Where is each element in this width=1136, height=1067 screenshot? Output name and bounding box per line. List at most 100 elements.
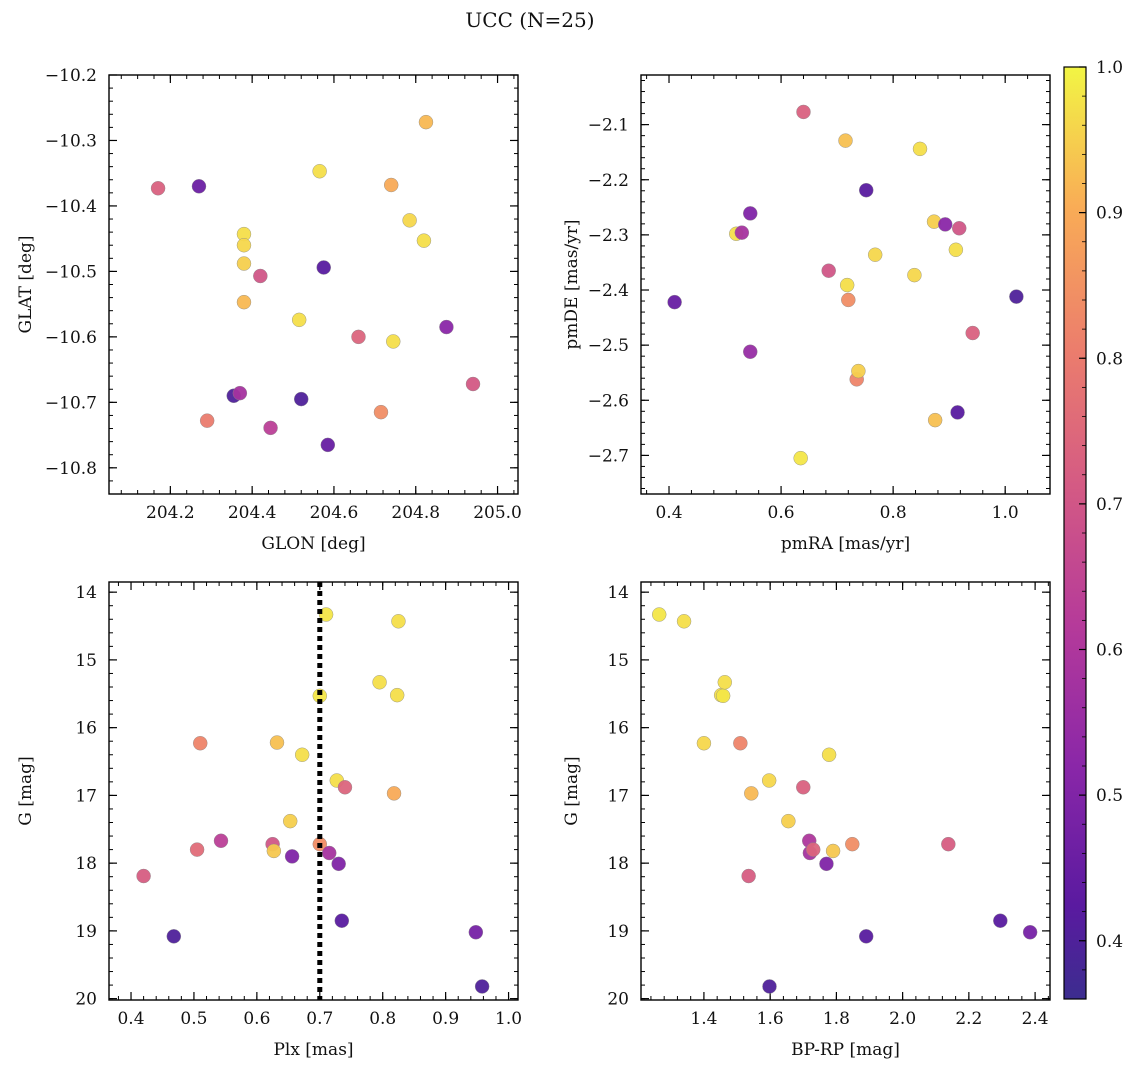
data-point [269,735,285,750]
y-tick-label: 16 [75,719,97,739]
scatter-points [667,104,1024,466]
data-point [384,177,399,193]
data-point [851,363,866,379]
y-tick-label: 16 [607,719,629,739]
x-tick-label: 0.5 [180,1009,207,1029]
data-point [253,268,268,284]
y-tick-label: −2.6 [588,391,629,411]
y-tick-label: 17 [607,786,629,806]
scatter-points [136,607,490,994]
data-point [825,843,841,859]
colorbar-tick-label: 0.6 [1096,641,1123,661]
colorbar: 0.4 0.5 0.6 0.7 0.8 0.9 1.0 [1063,58,1123,1000]
y-tick-label: 20 [607,990,629,1010]
data-point [372,675,387,690]
y-tick-label: −2.4 [588,281,629,301]
data-point [468,925,484,940]
data-point [938,217,953,232]
x-tick-label: 204.4 [228,503,277,523]
data-point [391,614,406,629]
y-tick-label: −10.4 [45,197,97,217]
data-point [965,325,980,341]
panel-glon-glat: 204.2 204.4 204.6 204.8 205.0 −10.2 −10.3 −10.4… [16,66,522,554]
data-point [189,842,205,857]
data-point [236,256,252,271]
y-tick-label: 17 [75,786,97,806]
data-point [236,238,252,253]
x-axis-label: GLON [deg] [261,534,365,554]
data-point [294,747,310,762]
data-point [793,450,808,466]
plot-frame [640,74,1051,495]
y-tick-label: 15 [607,651,629,671]
data-point [993,913,1008,928]
x-tick-label: 0.4 [655,503,682,523]
data-point [819,856,834,872]
data-point [741,868,756,884]
data-point [927,412,943,428]
x-tick-label: 0.6 [768,503,795,523]
x-tick-label: 1.8 [823,1009,850,1029]
data-point [386,786,402,801]
data-point [838,133,853,148]
x-axis-label: Plx [mas] [273,1040,353,1060]
data-point [465,376,481,392]
y-tick-label: −10.6 [45,328,97,348]
y-tick-label: −10.5 [45,262,97,282]
colorbar-tick-label: 0.7 [1096,495,1123,515]
data-point [236,294,252,310]
data-point [667,294,682,310]
y-tick-label: 14 [607,583,629,603]
colorbar-tick-label: 0.4 [1096,932,1123,952]
scatter-points [652,607,1038,994]
data-point [351,329,366,345]
data-point [386,334,401,349]
y-tick-label: −10.3 [45,131,97,151]
plot-frame [108,581,519,1001]
data-point [150,181,166,196]
data-point [796,104,811,120]
y-tick-label: −2.5 [588,336,629,356]
y-axis-label: pmDE [mas/yr] [562,219,582,349]
x-tick-label: 0.9 [432,1009,459,1029]
data-point [213,833,229,848]
x-tick-label: 1.6 [757,1009,784,1029]
x-axis-label: BP-RP [mag] [791,1040,900,1060]
colorbar-tick-label: 0.9 [1096,204,1123,224]
figure-title: UCC (N=25) [465,8,594,32]
data-point [948,242,964,257]
x-tick-label: 204.8 [391,503,440,523]
x-tick-label: 2.2 [955,1009,982,1029]
x-tick-label: 204.2 [146,503,195,523]
panel-bprp-g: 1.4 1.6 1.8 2.0 2.2 2.4 14 15 16 17 18 19 20 BP-RP [m… [562,581,1051,1060]
colorbar-tick-label: 1.0 [1096,58,1123,78]
x-tick-label: 0.7 [306,1009,333,1029]
y-tick-label: 19 [607,922,629,942]
data-point [952,221,967,236]
data-point [331,856,346,872]
data-point [316,260,331,275]
data-point [806,842,821,857]
data-point [717,675,732,690]
x-tick-label: 0.8 [369,1009,396,1029]
x-tick-label: 0.8 [880,503,907,523]
data-point [232,385,248,401]
data-point [373,404,389,420]
data-point [418,114,434,130]
data-point [320,437,336,453]
data-point [743,206,758,221]
data-point [416,233,432,248]
y-tick-label: −2.7 [588,446,629,466]
data-point [291,312,307,328]
plot-frame [108,74,519,495]
data-point [1009,289,1024,304]
data-point [912,141,928,157]
data-point [821,263,836,278]
panel-pmra-pmde: 0.4 0.6 0.8 1.0 −2.1 −2.2 −2.3 −2.4 −2.5 −2.6 −2.7… [562,74,1051,554]
plot-frame [640,581,1051,1001]
y-tick-label: 15 [75,651,97,671]
data-point [762,979,777,994]
data-point [821,747,837,762]
data-point [191,179,207,194]
